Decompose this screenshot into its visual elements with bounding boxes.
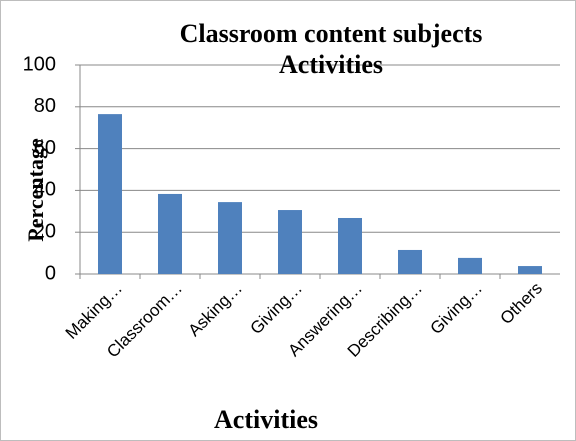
chart-title: Classroom content subjects Activities xyxy=(179,19,483,79)
bar xyxy=(158,193,182,274)
y-tick-label: 20 xyxy=(34,220,56,242)
x-axis-label: Activities xyxy=(214,405,318,434)
y-tick-label: 100 xyxy=(23,53,56,75)
bar xyxy=(518,266,542,274)
y-axis-label: Percentage xyxy=(23,138,48,242)
y-tick-label: 0 xyxy=(45,262,56,284)
bar xyxy=(98,114,122,275)
x-tick-label: Asking… xyxy=(184,279,246,341)
bar xyxy=(338,217,362,274)
y-tick-label: 40 xyxy=(34,179,56,201)
x-tick-label: Giving… xyxy=(246,279,306,339)
bar xyxy=(398,249,422,274)
bar xyxy=(218,202,242,274)
x-tick-label: Giving… xyxy=(426,279,486,339)
x-tick-label: Others xyxy=(496,279,546,329)
bar xyxy=(458,257,482,274)
y-tick-label: 80 xyxy=(34,95,56,117)
y-tick-label: 60 xyxy=(34,137,56,159)
x-tick-label: Making… xyxy=(62,279,126,343)
bar xyxy=(278,210,302,274)
